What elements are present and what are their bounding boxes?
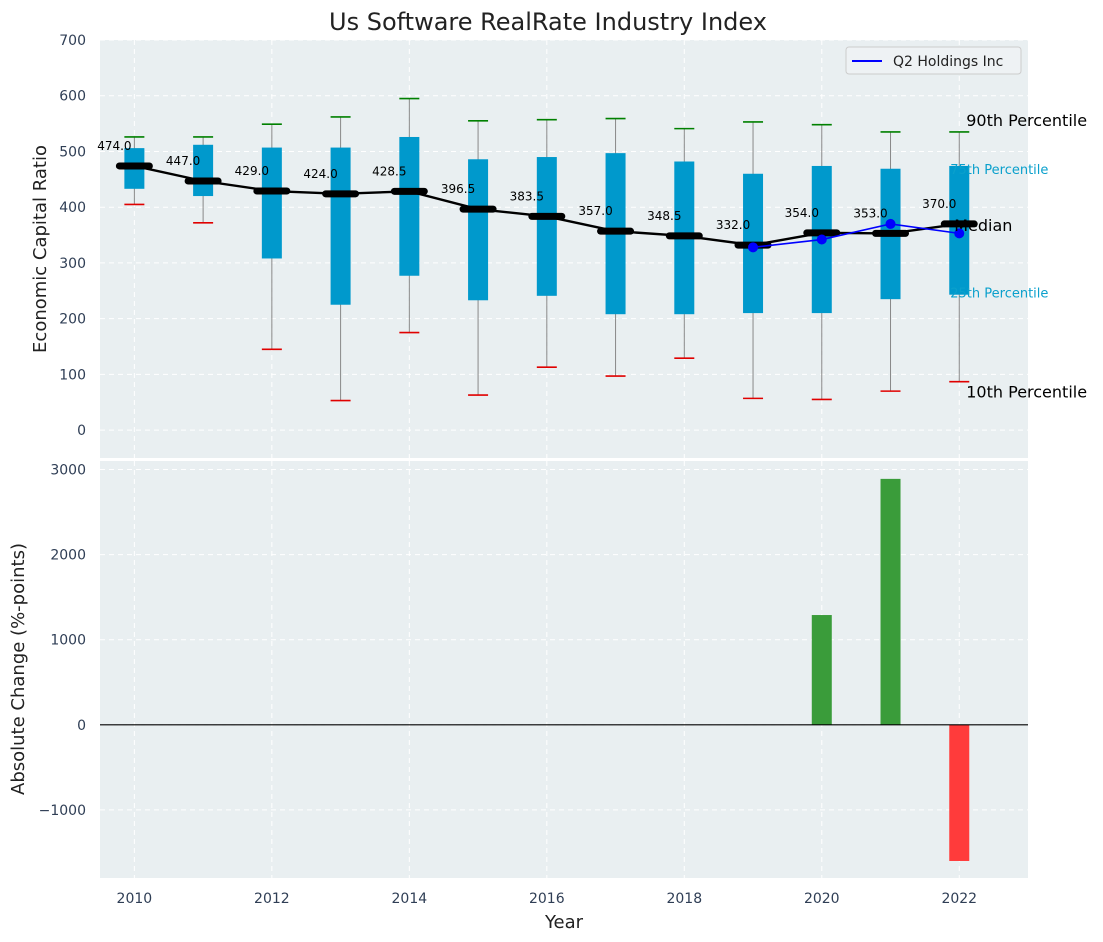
median-value-label: 353.0 xyxy=(853,206,887,220)
top-y-tick-label: 400 xyxy=(59,200,86,216)
company-point xyxy=(885,218,896,229)
bottom-marks xyxy=(100,478,1028,861)
bottom-y-axis-label: Absolute Change (%-points) xyxy=(8,543,29,795)
x-tick-label: 2022 xyxy=(941,891,977,907)
iqr-box xyxy=(468,159,489,301)
company-point xyxy=(954,228,965,239)
company-line xyxy=(752,223,960,249)
median-value-label: 396.5 xyxy=(441,182,475,196)
median-value-label: 383.5 xyxy=(510,189,544,203)
top-marks xyxy=(115,97,978,402)
median-value-label: 447.0 xyxy=(166,154,200,168)
iqr-box xyxy=(261,147,282,259)
legend-label: Q2 Holdings Inc xyxy=(893,54,1003,70)
bottom-y-tick-label: −1000 xyxy=(39,803,86,819)
change-bar xyxy=(811,615,832,725)
iqr-box xyxy=(536,157,557,296)
p25-label: 25th Percentile xyxy=(950,287,1048,302)
median-value-label: 429.0 xyxy=(235,164,269,178)
median-value-label: 424.0 xyxy=(303,167,337,181)
median-value-label: 357.0 xyxy=(578,204,612,218)
median-value-label: 354.0 xyxy=(785,206,819,220)
bottom-y-tick-label: 3000 xyxy=(50,463,86,479)
ticks: 0 100 200 300 400 500 600 700 −1000 0 1000 2000 3000… xyxy=(39,33,977,907)
top-y-tick-label: 300 xyxy=(59,256,86,272)
top-y-tick-label: 700 xyxy=(59,33,86,49)
median-value-label: 474.0 xyxy=(97,139,131,153)
legend-box xyxy=(845,46,1022,75)
top-y-tick-label: 200 xyxy=(59,312,86,328)
median-label: Median xyxy=(954,216,1012,235)
bottom-y-tick-label: 2000 xyxy=(50,548,86,564)
company-point xyxy=(748,242,759,253)
median-value-label: 348.5 xyxy=(647,209,681,223)
bottom-panel-background xyxy=(100,461,1028,878)
top-y-tick-label: 0 xyxy=(77,423,86,439)
legend: Q2 Holdings Inc xyxy=(845,46,1022,75)
median-value-label: 332.0 xyxy=(716,218,750,232)
iqr-box xyxy=(330,147,351,305)
p90-label: 90th Percentile xyxy=(966,111,1087,130)
chart-title: Us Software RealRate Industry Index xyxy=(329,8,767,36)
p75-label: 75th Percentile xyxy=(950,163,1048,178)
x-tick-label: 2012 xyxy=(254,891,290,907)
company-point xyxy=(816,234,827,245)
x-tick-label: 2020 xyxy=(804,891,840,907)
iqr-box xyxy=(193,144,214,197)
bottom-y-tick-label: 1000 xyxy=(50,633,86,649)
top-y-tick-label: 600 xyxy=(59,89,86,105)
x-tick-label: 2018 xyxy=(666,891,702,907)
top-y-axis-label: Economic Capital Ratio xyxy=(30,145,51,353)
top-y-tick-label: 100 xyxy=(59,367,86,383)
median-value-label: 428.5 xyxy=(372,164,406,178)
top-y-tick-label: 500 xyxy=(59,144,86,160)
p10-label: 10th Percentile xyxy=(966,383,1087,402)
bottom-y-tick-label: 0 xyxy=(77,718,86,734)
change-bar xyxy=(949,724,970,861)
x-tick-label: 2010 xyxy=(117,891,153,907)
top-panel-background xyxy=(100,40,1028,458)
x-tick-label: 2016 xyxy=(529,891,565,907)
change-bar xyxy=(880,478,901,725)
x-axis-label: Year xyxy=(544,912,584,933)
labels: 474.0 447.0 429.0 424.0 428.5 396.5 383.5 357.0… xyxy=(97,111,1087,402)
median-value-label: 370.0 xyxy=(922,197,956,211)
x-tick-label: 2014 xyxy=(392,891,428,907)
iqr-box xyxy=(399,136,420,276)
